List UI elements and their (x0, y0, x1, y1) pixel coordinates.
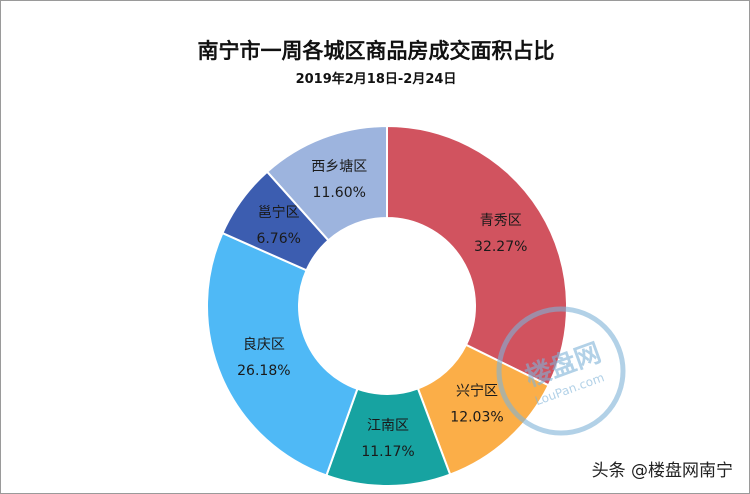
slice-label-4: 邕宁区 (258, 204, 300, 221)
slice-value-1: 12.03% (450, 409, 503, 425)
slice-value-4: 6.76% (256, 231, 300, 247)
slice-label-3: 良庆区 (243, 337, 285, 353)
slice-3 (206, 231, 359, 477)
slice-value-0: 32.27% (474, 239, 527, 255)
slice-value-3: 26.18% (237, 363, 290, 379)
slice-value-2: 11.17% (361, 444, 414, 460)
chart-subtitle: 2019年2月18日-2月24日 (295, 72, 457, 87)
slice-5 (265, 124, 388, 242)
source-watermark: 头条 @楼盘网南宁 (591, 461, 733, 481)
slice-label-2: 江南区 (367, 418, 409, 434)
chart-title: 南宁市一周各城区商品房成交面积占比 (197, 39, 555, 63)
slice-value-5: 11.60% (313, 185, 366, 201)
slice-0 (386, 124, 568, 387)
slice-label-0: 青秀区 (480, 213, 522, 229)
slice-label-5: 西乡塘区 (311, 159, 367, 175)
slice-label-1: 兴宁区 (456, 382, 498, 399)
